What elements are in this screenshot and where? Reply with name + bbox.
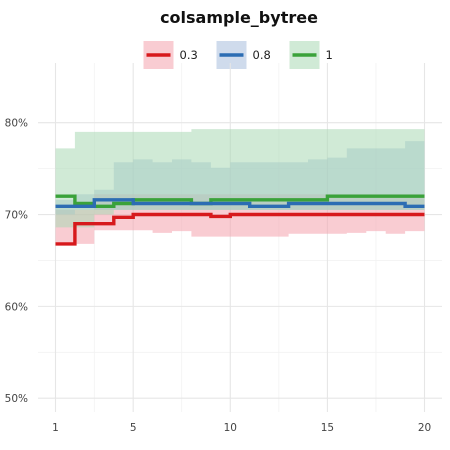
plot-area	[38, 63, 442, 412]
series-line-0.8	[55, 198, 425, 208]
legend-item-1: 1	[289, 41, 333, 69]
legend-item-0.8: 0.8	[216, 41, 271, 69]
y-tick-label: 60%	[5, 301, 28, 313]
legend-label: 0.8	[253, 48, 271, 62]
x-tick-label: 1	[52, 422, 59, 434]
x-tick-label: 10	[224, 422, 237, 434]
series-line-0.3	[55, 212, 425, 246]
series-lines	[55, 194, 425, 246]
x-axis: 1 5 10 15 20	[52, 422, 431, 434]
y-axis: 50% 60% 70% 80%	[5, 118, 28, 406]
y-tick-label: 70%	[5, 210, 28, 222]
x-tick-label: 5	[130, 422, 137, 434]
legend: 0.3 0.8 1	[143, 41, 333, 69]
legend-label: 1	[326, 48, 333, 62]
chart-title: colsample_bytree	[160, 8, 318, 27]
x-tick-label: 20	[418, 422, 431, 434]
y-tick-label: 80%	[5, 118, 28, 130]
legend-item-0.3: 0.3	[143, 41, 198, 69]
x-tick-label: 15	[321, 422, 334, 434]
grid	[38, 63, 442, 412]
legend-label: 0.3	[180, 48, 198, 62]
y-tick-label: 50%	[5, 393, 28, 405]
confidence-bands	[55, 129, 425, 244]
